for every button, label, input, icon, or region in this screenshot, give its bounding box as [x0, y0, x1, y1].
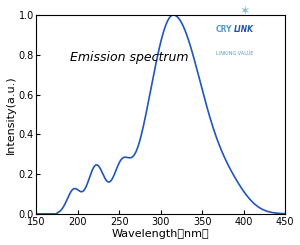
- X-axis label: Wavelength（nm）: Wavelength（nm）: [112, 230, 210, 239]
- Text: Emission spectrum: Emission spectrum: [70, 51, 188, 64]
- Text: ✶: ✶: [240, 5, 251, 18]
- Text: LINK: LINK: [234, 25, 254, 34]
- Y-axis label: Intensity(a.u.): Intensity(a.u.): [6, 75, 16, 154]
- Text: CRY: CRY: [216, 25, 232, 34]
- Text: LINKING VALUE: LINKING VALUE: [216, 51, 253, 56]
